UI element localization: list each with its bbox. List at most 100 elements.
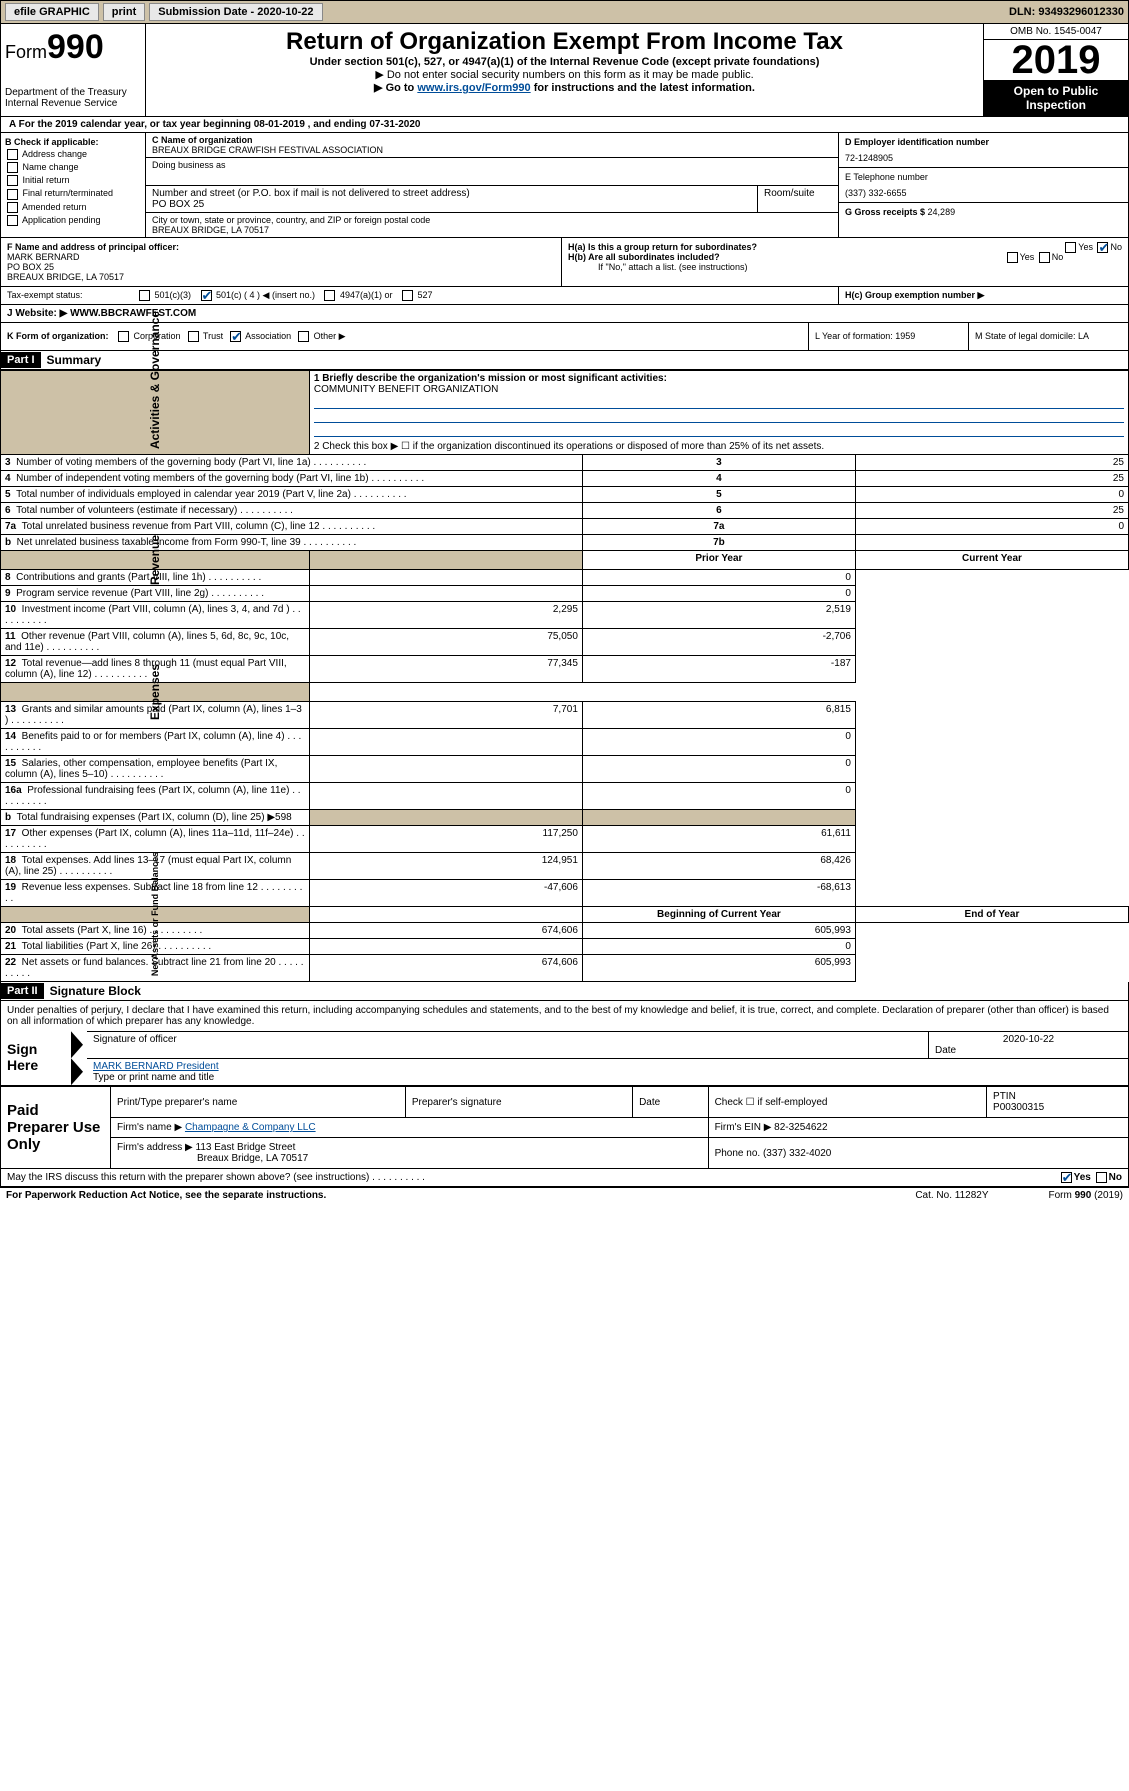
part1-bar: Part I Summary [0, 351, 1129, 370]
print-button[interactable]: print [103, 3, 145, 21]
website-row: J Website: ▶ WWW.BBCRAWFEST.COM [0, 305, 1129, 323]
instruction-2: ▶ Go to www.irs.gov/Form990 for instruct… [154, 81, 975, 94]
firm-addr1: 113 East Bridge Street [196, 1142, 296, 1153]
row-8: 8 Contributions and grants (Part VIII, l… [1, 570, 1129, 586]
sig-type-name: MARK BERNARD President [93, 1061, 1122, 1072]
exempt-opt-1[interactable]: 501(c) ( 4 ) ◀ (insert no.) [199, 290, 323, 300]
line-a: A For the 2019 calendar year, or tax yea… [0, 117, 1129, 133]
paid-preparer-table: Paid Preparer Use Only Print/Type prepar… [0, 1086, 1129, 1169]
discuss-row: May the IRS discuss this return with the… [0, 1169, 1129, 1187]
section-fg: F Name and address of principal officer:… [0, 238, 1129, 287]
line2: 2 Check this box ▶ ☐ if the organization… [309, 439, 1128, 455]
form-header: Form990 Department of the Treasury Inter… [0, 24, 1129, 117]
sidebar-net: Net Assets or Fund Balances [150, 764, 160, 1064]
website-label: J Website: ▶ [7, 308, 67, 319]
row-17: 17 Other expenses (Part IX, column (A), … [1, 826, 1129, 853]
section-bcd: B Check if applicable: Address change Na… [0, 133, 1129, 238]
row-7a: 7a Total unrelated business revenue from… [1, 519, 1129, 535]
k-opt-3[interactable]: Other ▶ [291, 331, 345, 341]
discuss-text: May the IRS discuss this return with the… [7, 1172, 369, 1183]
firm-ein: 82-3254622 [774, 1122, 827, 1133]
row-16a: 16a Professional fundraising fees (Part … [1, 783, 1129, 810]
checkbox-initial-return[interactable]: Initial return [5, 175, 141, 186]
row-10: 10 Investment income (Part VIII, column … [1, 602, 1129, 629]
efile-label: efile GRAPHIC [5, 3, 99, 21]
row-11: 11 Other revenue (Part VIII, column (A),… [1, 629, 1129, 656]
addr-label: Number and street (or P.O. box if mail i… [152, 188, 751, 199]
open-inspection: Open to Public Inspection [984, 80, 1128, 116]
arrow-icon [71, 1031, 83, 1058]
form-title: Return of Organization Exempt From Incom… [154, 28, 975, 56]
ptin-label: PTIN [993, 1091, 1122, 1102]
paid-label: Paid Preparer Use Only [1, 1087, 111, 1169]
exempt-opt-3[interactable]: 527 [400, 290, 440, 300]
firm-name[interactable]: Champagne & Company LLC [185, 1122, 316, 1133]
firm-phone: (337) 332-4020 [763, 1148, 831, 1159]
department: Department of the Treasury Internal Reve… [5, 87, 141, 109]
submission-date: Submission Date - 2020-10-22 [149, 3, 322, 21]
hdr-begin: Beginning of Current Year [582, 907, 855, 923]
addr-value: PO BOX 25 [152, 199, 751, 210]
prep-self-emp: Check ☐ if self-employed [708, 1087, 986, 1118]
topbar: efile GRAPHIC print Submission Date - 20… [0, 0, 1129, 24]
row-b: b Total fundraising expenses (Part IX, c… [1, 810, 1129, 826]
row-12: 12 Total revenue—add lines 8 through 11 … [1, 656, 1129, 683]
part1-hdr: Part I [1, 352, 41, 368]
dln: DLN: 93493296012330 [1009, 6, 1124, 18]
prep-date-label: Date [633, 1087, 709, 1118]
instruction-1: ▶ Do not enter social security numbers o… [154, 68, 975, 81]
row-21: 21 Total liabilities (Part X, line 26) 0 [1, 939, 1129, 955]
row-5: 5 Total number of individuals employed i… [1, 487, 1129, 503]
m-value: M State of legal domicile: LA [968, 323, 1128, 350]
sig-date: 2020-10-22 [935, 1034, 1122, 1045]
row-4: 4 Number of independent voting members o… [1, 471, 1129, 487]
city-value: BREAUX BRIDGE, LA 70517 [152, 225, 832, 235]
row-3: 3 Number of voting members of the govern… [1, 455, 1129, 471]
l-value: L Year of formation: 1959 [808, 323, 968, 350]
phone-value: (337) 332-6655 [845, 188, 1122, 198]
k-opt-0[interactable]: Corporation [111, 331, 181, 341]
form-number: 990 [47, 28, 104, 66]
firm-ein-label: Firm's EIN ▶ [715, 1122, 772, 1133]
k-opt-2[interactable]: Association [223, 331, 291, 341]
footer-mid: Cat. No. 11282Y [915, 1190, 988, 1201]
perjury-text: Under penalties of perjury, I declare th… [1, 1001, 1128, 1031]
dba-label: Doing business as [152, 160, 832, 170]
row-15: 15 Salaries, other compensation, employe… [1, 756, 1129, 783]
line1-label: 1 Briefly describe the organization's mi… [314, 373, 1124, 384]
row-22: 22 Net assets or fund balances. Subtract… [1, 955, 1129, 982]
checkbox-final-return-terminated[interactable]: Final return/terminated [5, 188, 141, 199]
firm-addr2: Breaux Bridge, LA 70517 [117, 1153, 308, 1164]
ein-label: D Employer identification number [845, 137, 1122, 147]
kml-row: K Form of organization: Corporation Trus… [0, 323, 1129, 351]
row-13: 13 Grants and similar amounts paid (Part… [1, 702, 1129, 729]
footer: For Paperwork Reduction Act Notice, see … [0, 1187, 1129, 1203]
hdr-prior: Prior Year [582, 551, 855, 570]
sig-date-label: Date [935, 1045, 1122, 1056]
exempt-opt-2[interactable]: 4947(a)(1) or [322, 290, 400, 300]
checkbox-application-pending[interactable]: Application pending [5, 215, 141, 226]
officer-label: F Name and address of principal officer: [7, 242, 555, 252]
gross-value: 24,289 [928, 207, 956, 217]
sig-officer-label: Signature of officer [87, 1032, 928, 1058]
org-name: BREAUX BRIDGE CRAWFISH FESTIVAL ASSOCIAT… [152, 145, 832, 155]
exempt-opt-0[interactable]: 501(c)(3) [137, 290, 199, 300]
phone-label: E Telephone number [845, 172, 1122, 182]
instructions-link[interactable]: www.irs.gov/Form990 [417, 82, 530, 94]
firm-name-label: Firm's name ▶ [117, 1122, 182, 1133]
checkbox-amended-return[interactable]: Amended return [5, 202, 141, 213]
row-19: 19 Revenue less expenses. Subtract line … [1, 880, 1129, 907]
prep-name-label: Print/Type preparer's name [111, 1087, 406, 1118]
checkbox-address-change[interactable]: Address change [5, 149, 141, 160]
sig-type-label: Type or print name and title [93, 1072, 1122, 1083]
part2-hdr: Part II [1, 983, 44, 999]
row-18: 18 Total expenses. Add lines 13–17 (must… [1, 853, 1129, 880]
row-20: 20 Total assets (Part X, line 16) 674,60… [1, 923, 1129, 939]
hb-note: If "No," attach a list. (see instruction… [568, 262, 1122, 272]
tax-year: 2019 [984, 40, 1128, 80]
city-label: City or town, state or province, country… [152, 215, 832, 225]
part2-bar: Part II Signature Block [0, 982, 1129, 1001]
checkbox-name-change[interactable]: Name change [5, 162, 141, 173]
k-opt-1[interactable]: Trust [181, 331, 224, 341]
signature-block: Under penalties of perjury, I declare th… [0, 1001, 1129, 1086]
